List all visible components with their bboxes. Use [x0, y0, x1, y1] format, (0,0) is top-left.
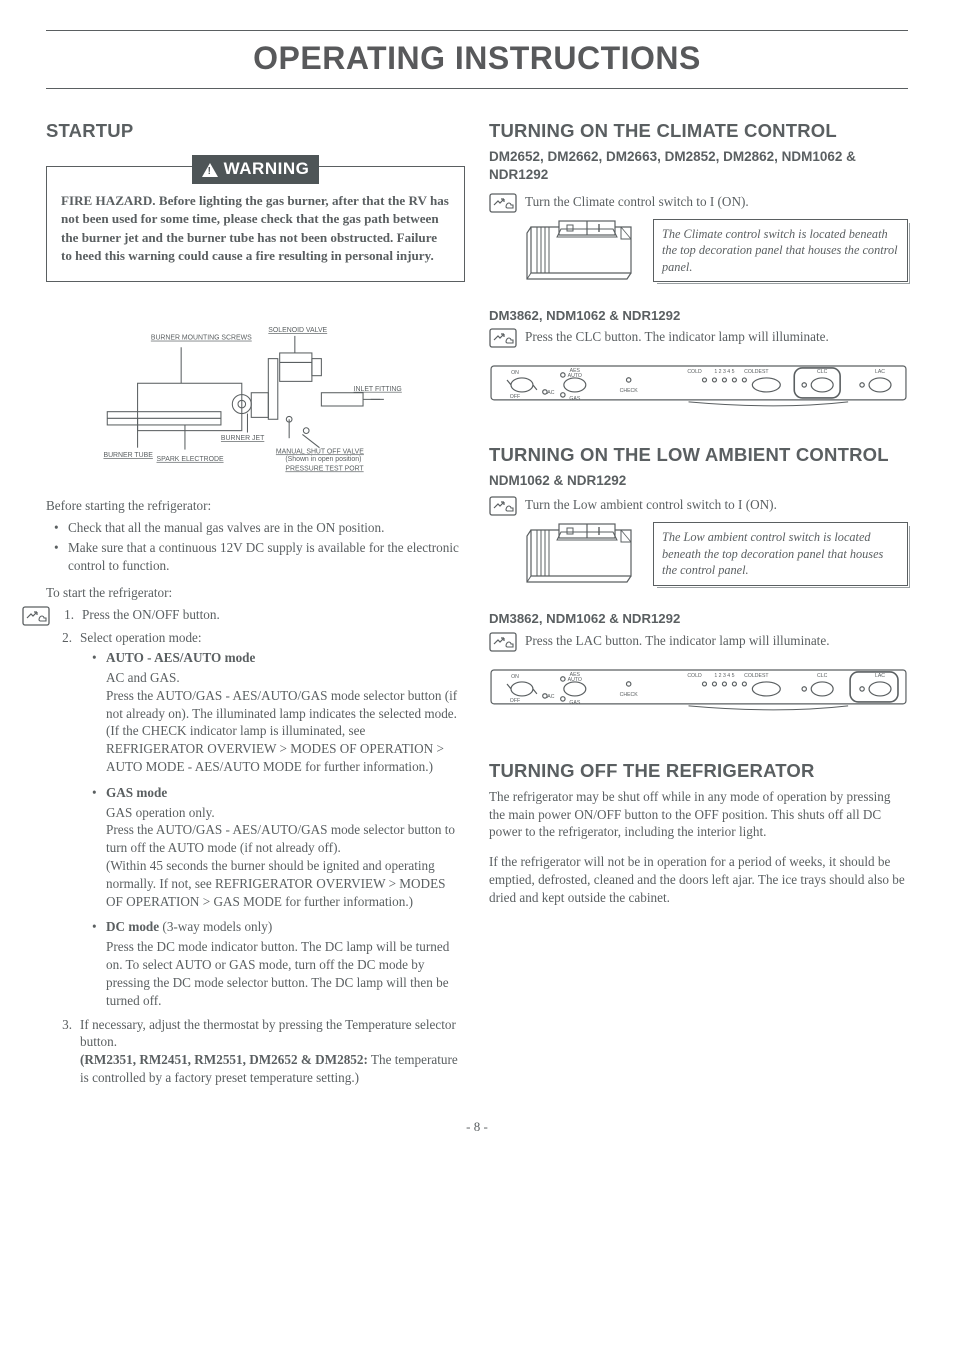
mode-line: AC and GAS. [106, 669, 465, 687]
right-column: TURNING ON THE CLIMATE CONTROL DM2652, D… [489, 119, 908, 1090]
pointer-hand-icon [489, 496, 517, 516]
step-row: 3. If necessary, adjust the thermostat b… [56, 1016, 465, 1087]
diagram-label: BURNER TUBE [103, 453, 153, 460]
diagram-label: BURNER JET [220, 436, 264, 443]
bullet-text: Make sure that a continuous 12V DC suppl… [68, 539, 465, 575]
rocker-switch-diagram [525, 219, 645, 291]
svg-text:1 2 3 4 5: 1 2 3 4 5 [714, 369, 734, 375]
svg-text:ON: ON [511, 674, 519, 680]
diagram-label: BURNER MOUNTING SCREWS [150, 335, 251, 342]
svg-text:GAS: GAS [569, 700, 580, 706]
diagram-label: PRESSURE TEST PORT [285, 466, 364, 473]
climate-note: The Climate control switch is located be… [653, 219, 908, 283]
warning-text: FIRE HAZARD. Before lighting the gas bur… [61, 192, 450, 265]
warning-label: WARNING [224, 158, 310, 181]
bullet-text: Check that all the manual gas valves are… [68, 519, 384, 537]
off-heading: TURNING OFF THE REFRIGERATOR [489, 759, 908, 784]
step-row: 2. Select operation mode: • AUTO - AES/A… [56, 629, 465, 1009]
svg-text:AUTO: AUTO [568, 677, 582, 683]
mode-bullet: • GAS mode [92, 784, 465, 802]
pointer-hand-icon [489, 328, 517, 348]
control-panel-lac: ON OFF AC AES AUTO GAS CHECK COLD 1 2 3 … [489, 662, 908, 716]
warning-triangle-icon [202, 163, 218, 177]
step-row: 1. Press the ON/OFF button. [56, 606, 465, 626]
low-models: NDM1062 & NDR1292 [489, 472, 908, 490]
svg-text:OFF: OFF [510, 698, 520, 704]
to-start: To start the refrigerator: [46, 584, 465, 602]
step-text: Press the ON/OFF button. [82, 606, 465, 626]
climate-heading: TURNING ON THE CLIMATE CONTROL [489, 119, 908, 144]
burner-diagram: SOLENOID VALVE BURNER MOUNTING SCREWS IN… [91, 298, 421, 483]
svg-text:AC: AC [547, 390, 554, 396]
before-intro: Before starting the refrigerator: [46, 497, 465, 515]
pointer-hand-icon [489, 193, 517, 213]
svg-text:AUTO: AUTO [568, 373, 582, 379]
mode-body: (If the CHECK indicator lamp is illumina… [106, 722, 465, 775]
diagram-label: INLET FITTING [353, 386, 401, 393]
left-column: STARTUP WARNING FIRE HAZARD. Before ligh… [46, 119, 465, 1090]
diagram-label: (Shown in open position) [285, 456, 361, 463]
off-p1: The refrigerator may be shut off while i… [489, 788, 908, 841]
pointer-hand-icon [22, 606, 50, 626]
svg-text:AC: AC [547, 694, 554, 700]
step-text: Select operation mode: [80, 629, 465, 647]
mode-paren: (3-way models only) [159, 919, 272, 934]
page-footer: - 8 - [46, 1118, 908, 1136]
mode-body: (Within 45 seconds the burner should be … [106, 857, 465, 910]
lac-step: Press the LAC button. The indicator lamp… [525, 632, 908, 650]
svg-text:CLC: CLC [817, 673, 828, 679]
warning-box: WARNING FIRE HAZARD. Before lighting the… [46, 166, 465, 282]
mode-line: GAS operation only. [106, 804, 465, 822]
step-text: If necessary, adjust the thermostat by p… [80, 1016, 465, 1052]
off-p2: If the refrigerator will not be in opera… [489, 853, 908, 906]
svg-text:OFF: OFF [510, 394, 520, 400]
svg-text:COLDEST: COLDEST [744, 369, 769, 375]
rocker-switch-diagram [525, 522, 645, 594]
mode-head: GAS mode [106, 784, 167, 802]
svg-text:CHECK: CHECK [620, 692, 639, 698]
low-note: The Low ambient control switch is locate… [653, 522, 908, 586]
pointer-hand-icon [489, 632, 517, 652]
diagram-label: MANUAL SHUT OFF VALVE [275, 449, 363, 456]
mode-head: DC mode [106, 919, 159, 934]
models-bold: (RM2351, RM2451, RM2551, DM2652 & DM2852… [80, 1052, 368, 1067]
startup-heading: STARTUP [46, 119, 465, 144]
diagram-label: SOLENOID VALVE [268, 328, 327, 335]
mode-body: Press the AUTO/GAS - AES/AUTO/GAS mode s… [106, 687, 465, 723]
low-heading: TURNING ON THE LOW AMBIENT CONTROL [489, 443, 908, 468]
diagram-label: SPARK ELECTRODE [156, 456, 223, 463]
svg-text:CHECK: CHECK [620, 388, 639, 394]
mode-body: Press the AUTO/GAS - AES/AUTO/GAS mode s… [106, 821, 465, 857]
low-step: Turn the Low ambient control switch to I… [525, 496, 908, 514]
svg-text:ON: ON [511, 370, 519, 376]
svg-text:COLD: COLD [687, 673, 702, 679]
climate-models: DM2652, DM2662, DM2663, DM2852, DM2862, … [489, 148, 908, 184]
svg-text:GAS: GAS [569, 396, 580, 402]
svg-text:LAC: LAC [875, 673, 885, 679]
before-bullet: •Make sure that a continuous 12V DC supp… [54, 539, 465, 575]
svg-text:LAC: LAC [875, 369, 885, 375]
mode-bullet: • AUTO - AES/AUTO mode [92, 649, 465, 667]
warning-pill: WARNING [192, 155, 320, 184]
models3-heading: DM3862, NDM1062 & NDR1292 [489, 610, 908, 628]
before-bullet: •Check that all the manual gas valves ar… [54, 519, 465, 537]
svg-text:CLC: CLC [817, 369, 828, 375]
models2-heading: DM3862, NDM1062 & NDR1292 [489, 307, 908, 325]
svg-text:COLDEST: COLDEST [744, 673, 769, 679]
page-title: OPERATING INSTRUCTIONS [46, 37, 908, 80]
control-panel-clc: ON OFF AC AES AUTO GAS CHECK COLD 1 2 3 … [489, 358, 908, 412]
climate-step: Turn the Climate control switch to I (ON… [525, 193, 908, 211]
svg-text:1 2 3 4 5: 1 2 3 4 5 [714, 673, 734, 679]
mode-head: AUTO - AES/AUTO mode [106, 649, 255, 667]
clc-step: Press the CLC button. The indicator lamp… [525, 328, 908, 346]
mode-body: Press the DC mode indicator button. The … [106, 938, 465, 1009]
svg-text:COLD: COLD [687, 369, 702, 375]
mode-bullet: • DC mode (3-way models only) [92, 918, 465, 936]
